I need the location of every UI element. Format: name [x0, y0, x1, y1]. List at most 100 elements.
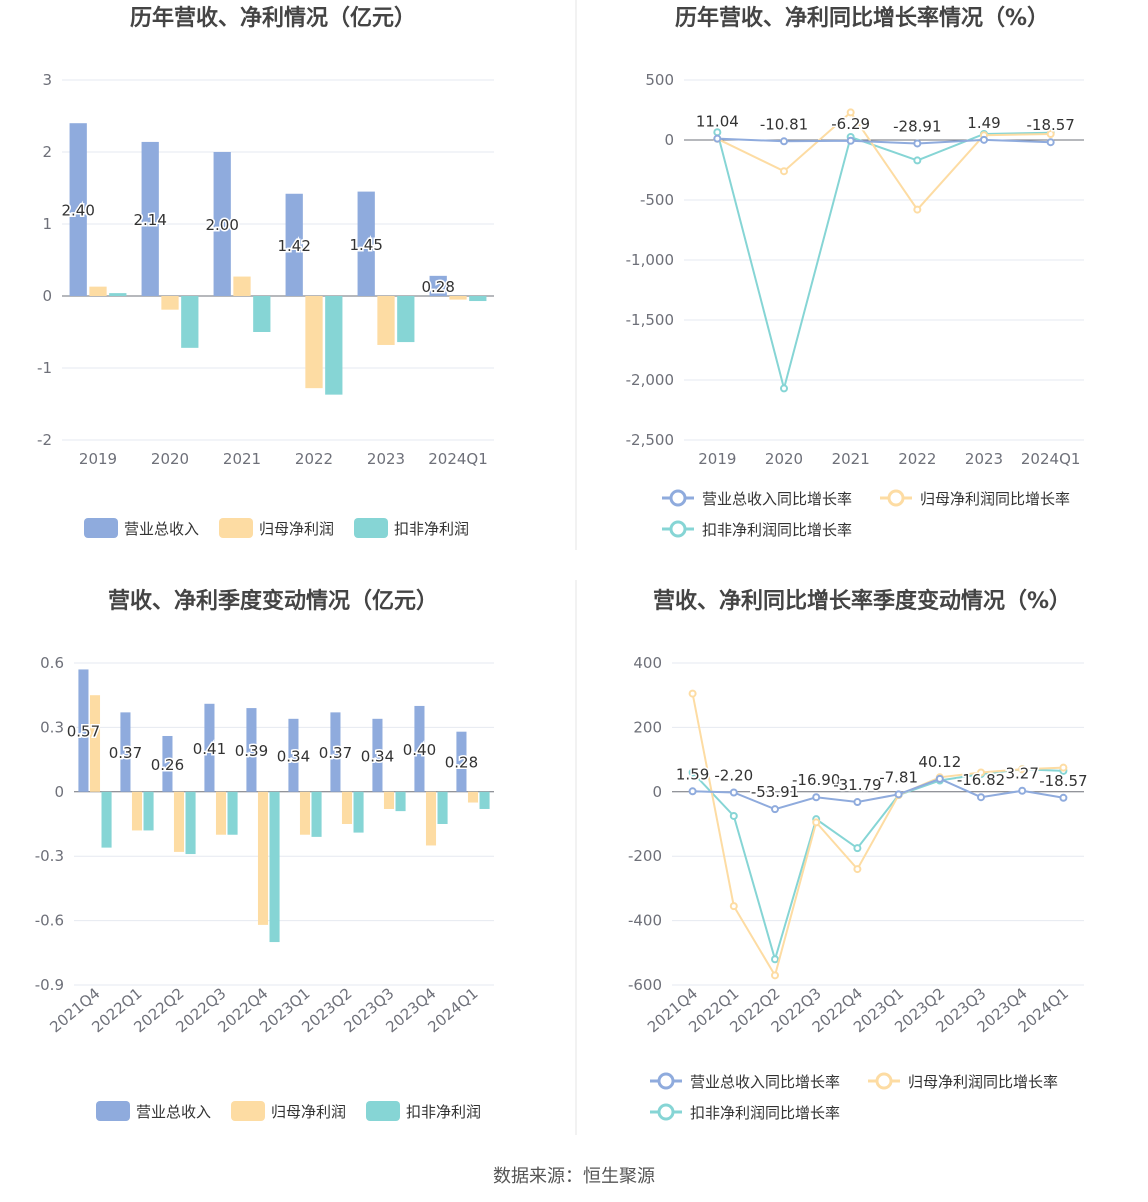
y-tick-label: -200 [628, 847, 662, 865]
data-label: 2.40 [61, 202, 94, 220]
x-tick-label: 2022 [295, 450, 333, 468]
line-point [729, 788, 738, 797]
y-tick-label: -1 [37, 359, 52, 377]
line-deducted-profit-growth [716, 131, 1051, 393]
line-point [771, 805, 779, 814]
x-tick-label: 2019 [698, 450, 736, 468]
x-tick-label: 2021 [223, 450, 261, 468]
y-tick-label: -1,500 [626, 311, 674, 329]
legend-label: 扣非净利润同比增长率 [690, 1104, 840, 1122]
data-label: -7.81 [879, 768, 918, 786]
line-point [846, 136, 855, 145]
legend-label: 营业总收入同比增长率 [702, 490, 852, 508]
data-label: 0.34 [361, 747, 394, 765]
bar-revenue [204, 703, 215, 792]
x-tick-label: 2023 [965, 450, 1003, 468]
legend-swatch-marker [669, 489, 687, 507]
bar-deducted-profit [353, 791, 364, 833]
legend-label: 归母净利润同比增长率 [908, 1073, 1058, 1091]
x-tick-label: 2020 [151, 450, 189, 468]
legend-label: 扣非净利润同比增长率 [702, 521, 852, 539]
data-label: 1.42 [277, 237, 310, 255]
y-tick-label: -1,000 [626, 251, 674, 269]
y-tick-label: -400 [628, 912, 662, 930]
bar-deducted-profit [109, 293, 127, 296]
data-label: -53.91 [751, 783, 799, 801]
line-point [688, 787, 697, 796]
x-tick-label: 2024Q1 [1021, 450, 1081, 468]
data-label: 1.49 [967, 114, 1000, 132]
bar-revenue [330, 712, 341, 792]
y-tick-label: -2,000 [626, 371, 674, 389]
bar-revenue [213, 152, 231, 296]
bar-net-profit [449, 296, 467, 300]
bar-net-profit [173, 791, 185, 852]
bar-revenue [456, 731, 467, 792]
line-point [846, 108, 855, 117]
bar-revenue [78, 669, 89, 792]
line-point [812, 793, 821, 802]
quarterly-growth-rate-chart: 营收、净利同比增长率季度变动情况（%） 4002000-200-400-6002… [628, 588, 1089, 1122]
bar-deducted-profit [101, 791, 112, 848]
bar-revenue [69, 123, 87, 296]
bar-deducted-profit [253, 296, 271, 332]
data-label: 40.12 [918, 753, 961, 771]
line-point [771, 971, 779, 980]
legend-swatch-marker [657, 1103, 675, 1121]
line-point [935, 774, 944, 783]
line-point [688, 768, 697, 777]
data-label: 0.34 [277, 747, 310, 765]
line-point [894, 790, 903, 799]
y-tick-label: 500 [645, 71, 674, 89]
bar-revenue [288, 718, 299, 792]
line-point [729, 811, 738, 820]
line-point [980, 135, 988, 144]
bar-net-profit [89, 695, 101, 792]
chart-title: 营收、净利季度变动情况（亿元） [108, 588, 438, 614]
bar-net-profit [161, 296, 179, 310]
legend-label: 扣非净利润 [406, 1103, 481, 1121]
bar-deducted-profit [181, 296, 199, 348]
bar-net-profit [305, 296, 323, 389]
line-point [688, 689, 697, 698]
line-point [853, 865, 862, 874]
bar-revenue [414, 705, 425, 792]
bar-net-profit [233, 276, 251, 296]
data-label: 0.40 [403, 741, 436, 759]
bar-revenue [285, 193, 303, 296]
bar-deducted-profit [325, 296, 343, 395]
bar-deducted-profit [311, 791, 322, 837]
data-label: 1.45 [349, 236, 382, 254]
line-revenue-growth [717, 137, 1051, 145]
data-label: 0.41 [193, 740, 226, 758]
y-tick-label: 0.3 [40, 718, 64, 736]
chart-title: 营收、净利同比增长率季度变动情况（%） [653, 588, 1071, 614]
data-label: 0.26 [151, 756, 184, 774]
legend-swatch-marker [669, 520, 687, 538]
bar-revenue [120, 712, 131, 792]
legend-label: 营业总收入同比增长率 [690, 1073, 840, 1091]
chart-title: 历年营收、净利同比增长率情况（%） [675, 5, 1049, 31]
y-tick-label: -0.6 [35, 912, 64, 930]
line-point [780, 384, 788, 393]
line-point [780, 167, 788, 176]
data-label: 1.59 [676, 765, 709, 783]
y-tick-label: 2 [42, 143, 52, 161]
data-label: -28.91 [893, 117, 941, 135]
data-label: 0.39 [235, 742, 268, 760]
y-tick-label: 200 [633, 718, 662, 736]
bar-revenue [357, 191, 375, 296]
data-label: -2.20 [714, 767, 753, 785]
line-point [853, 798, 862, 807]
annual-revenue-profit-chart: 历年营收、净利情况（亿元） 3 2 1 0 -1 -2 2019 2020 2021 2022 20… [37, 5, 494, 538]
legend-label: 归母净利润 [259, 520, 334, 538]
data-label: -16.82 [957, 771, 1005, 789]
bar-deducted-profit [395, 791, 406, 812]
bar-net-profit [299, 791, 311, 835]
legend-swatch-marker [875, 1072, 893, 1090]
bar-deducted-profit [227, 791, 238, 835]
legend-label: 营业总收入 [136, 1103, 211, 1121]
y-tick-label: 0 [54, 783, 64, 801]
